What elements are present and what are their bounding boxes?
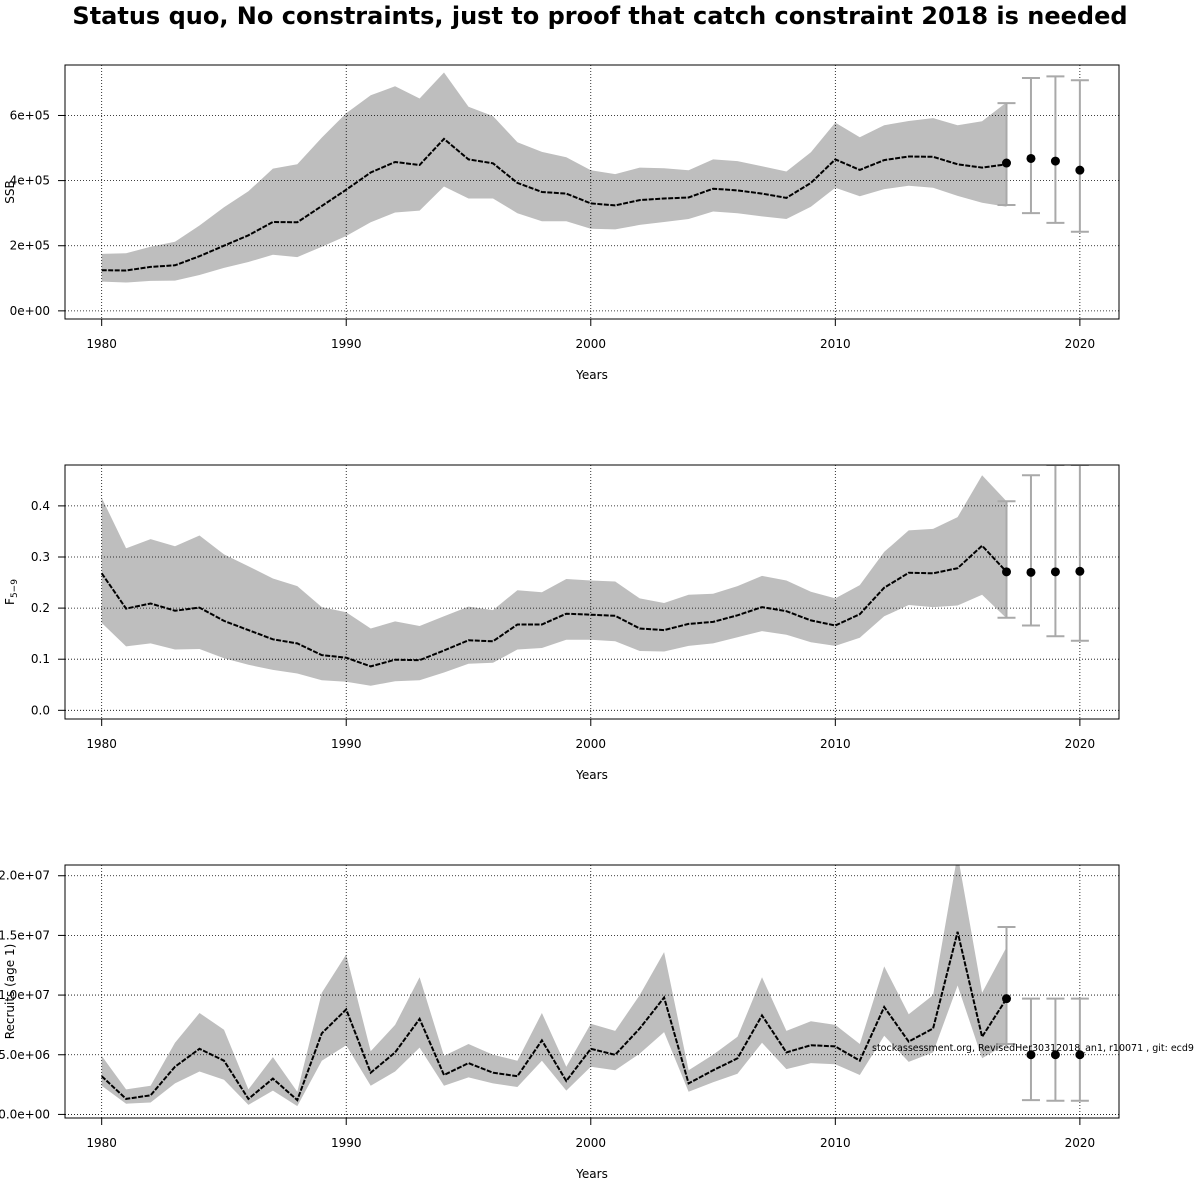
y-tick-label: 0.1 (31, 652, 50, 666)
x-tick-label: 2000 (576, 737, 607, 751)
forecast-point (1026, 1050, 1036, 1060)
x-tick-label: 1980 (86, 1136, 117, 1150)
y-tick-label: 0e+00 (10, 304, 50, 318)
y-tick-label: 4e+05 (10, 174, 50, 188)
y-tick-label: 0.2 (31, 601, 50, 615)
panel-2: 1980 1990 2000 2010 2020 0.0 0.1 0.2 0.3 0.4 Years… (3, 464, 1120, 782)
y-tick-label: 6e+05 (10, 108, 50, 122)
x-tick-label: 2020 (1065, 337, 1096, 351)
x-tick-label: 2010 (820, 1136, 851, 1150)
panel-3: 1980 1990 2000 2010 2020 0.0e+00 5.0e+06 1.0e+0… (0, 864, 1120, 1181)
x-axis-label: Years (575, 368, 608, 382)
forecast-point (1050, 156, 1060, 166)
y-tick-label: 0.0 (31, 703, 50, 717)
x-tick-label: 1980 (86, 737, 117, 751)
plot-box (64, 464, 1120, 720)
y-tick-label: 0.3 (31, 550, 50, 564)
forecast-point (1075, 165, 1085, 175)
y-axis-label: SSB (3, 180, 17, 203)
y-tick-label: 5.0e+06 (0, 1048, 50, 1062)
plot-area (65, 65, 1119, 319)
x-axis-label: Years (575, 1167, 608, 1181)
forecast-point (1075, 1050, 1085, 1060)
confidence-band (101, 72, 1007, 283)
x-tick-label: 2020 (1065, 1136, 1096, 1150)
x-tick-label: 1990 (331, 337, 362, 351)
forecast-point (1075, 566, 1085, 576)
y-tick-label: 2e+05 (10, 239, 50, 253)
forecast-point (1002, 158, 1012, 168)
forecast-point (1050, 567, 1060, 577)
confidence-band (101, 475, 1007, 686)
y-tick-label: 2.0e+07 (0, 869, 50, 883)
forecast-point (1002, 567, 1012, 577)
forecast-point (1026, 567, 1036, 577)
y-axis-label: Recruits (age 1) (3, 944, 17, 1040)
x-tick-label: 2020 (1065, 737, 1096, 751)
estimate-line (101, 931, 1008, 1102)
footnote: stockassessment.org, RevisedHer30312018_… (872, 1043, 1194, 1054)
x-tick-label: 2010 (820, 737, 851, 751)
x-tick-label: 2000 (576, 1136, 607, 1150)
y-tick-label: 1.5e+07 (0, 928, 50, 942)
y-tick-label: 1.0e+07 (0, 988, 50, 1002)
chart-title: Status quo, No constraints, just to proo… (72, 2, 1127, 30)
y-tick-label: 0.4 (31, 499, 50, 513)
forecast-point (1050, 1050, 1060, 1060)
x-tick-label: 1990 (331, 737, 362, 751)
estimate-line (100, 544, 1008, 668)
x-tick-label: 2000 (576, 337, 607, 351)
plot-box (64, 864, 1120, 1119)
x-tick-label: 1980 (86, 337, 117, 351)
plot-area (65, 465, 1119, 719)
x-tick-label: 1990 (331, 1136, 362, 1150)
confidence-band (101, 865, 1007, 1107)
plot-area (65, 865, 1119, 1118)
x-tick-label: 2010 (820, 337, 851, 351)
panels: 1980 1990 2000 2010 2020 0e+00 2e+05 4e+05 6e+05… (0, 64, 1120, 1181)
x-axis-label: Years (575, 768, 608, 782)
y-axis-label: F5−9 (3, 579, 20, 605)
y-tick-label: 0.0e+00 (0, 1107, 50, 1121)
forecast-point (1026, 153, 1036, 163)
plot-box (64, 64, 1120, 320)
panel-1: 1980 1990 2000 2010 2020 0e+00 2e+05 4e+05 6e+05… (3, 64, 1120, 382)
forecast-point (1002, 994, 1012, 1004)
estimate-line (101, 137, 1007, 272)
